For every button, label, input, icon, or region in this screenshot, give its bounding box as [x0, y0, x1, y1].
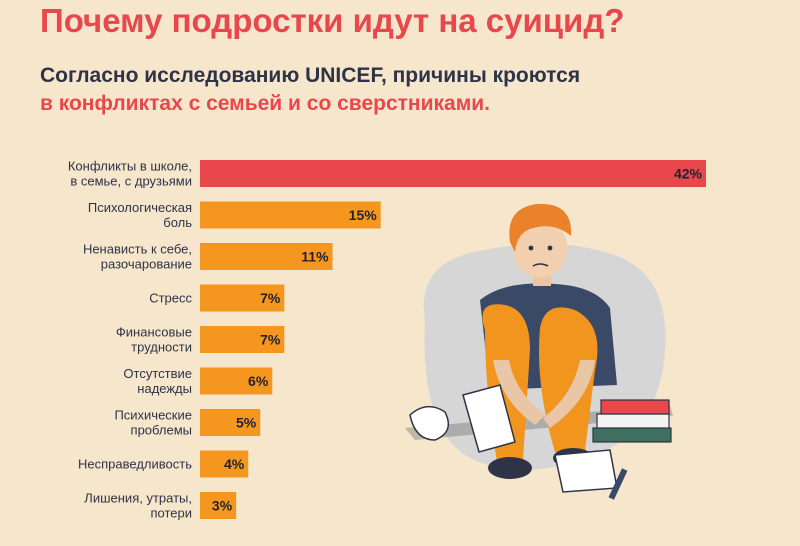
bar	[200, 450, 249, 478]
value-label: 7%	[260, 290, 281, 306]
category-label: Ненависть к себе, разочарование	[83, 242, 192, 272]
value-label: 6%	[248, 373, 269, 389]
category-label: Стресс	[149, 291, 192, 306]
sad-teen-with-books-illustration	[405, 203, 673, 500]
bar	[200, 201, 381, 229]
bar	[200, 326, 285, 353]
subtitle-line-1: Согласно исследованию UNICEF, причины кр…	[40, 64, 581, 87]
category-label: Отсутствие надежды	[123, 366, 192, 396]
bar	[200, 409, 261, 436]
bar	[200, 284, 285, 312]
bar	[200, 492, 237, 519]
bar	[200, 367, 273, 395]
category-label: Несправедливость	[78, 457, 192, 472]
category-label: Финансовые трудности	[116, 325, 192, 355]
category-label: Лишения, утраты, потери	[84, 491, 192, 521]
category-label: Психические проблемы	[114, 408, 192, 438]
bar	[200, 160, 706, 187]
value-label: 3%	[212, 498, 233, 514]
value-label: 4%	[224, 456, 245, 472]
value-label: 7%	[260, 332, 281, 348]
bar-chart: Конфликты в школе, в семье, с друзьями 42%…	[68, 159, 706, 521]
value-label: 11%	[301, 249, 329, 265]
category-label: Психологическая боль	[88, 200, 192, 230]
subtitle-line-2: в конфликтах с семьей и со сверстниками.	[40, 92, 490, 115]
value-label: 15%	[349, 207, 378, 223]
category-label: Конфликты в школе, в семье, с друзьями	[68, 159, 192, 189]
page-title: Почему подростки идут на суицид?	[40, 2, 625, 39]
bar	[200, 243, 333, 270]
value-label: 42%	[674, 166, 703, 182]
value-label: 5%	[236, 415, 257, 431]
